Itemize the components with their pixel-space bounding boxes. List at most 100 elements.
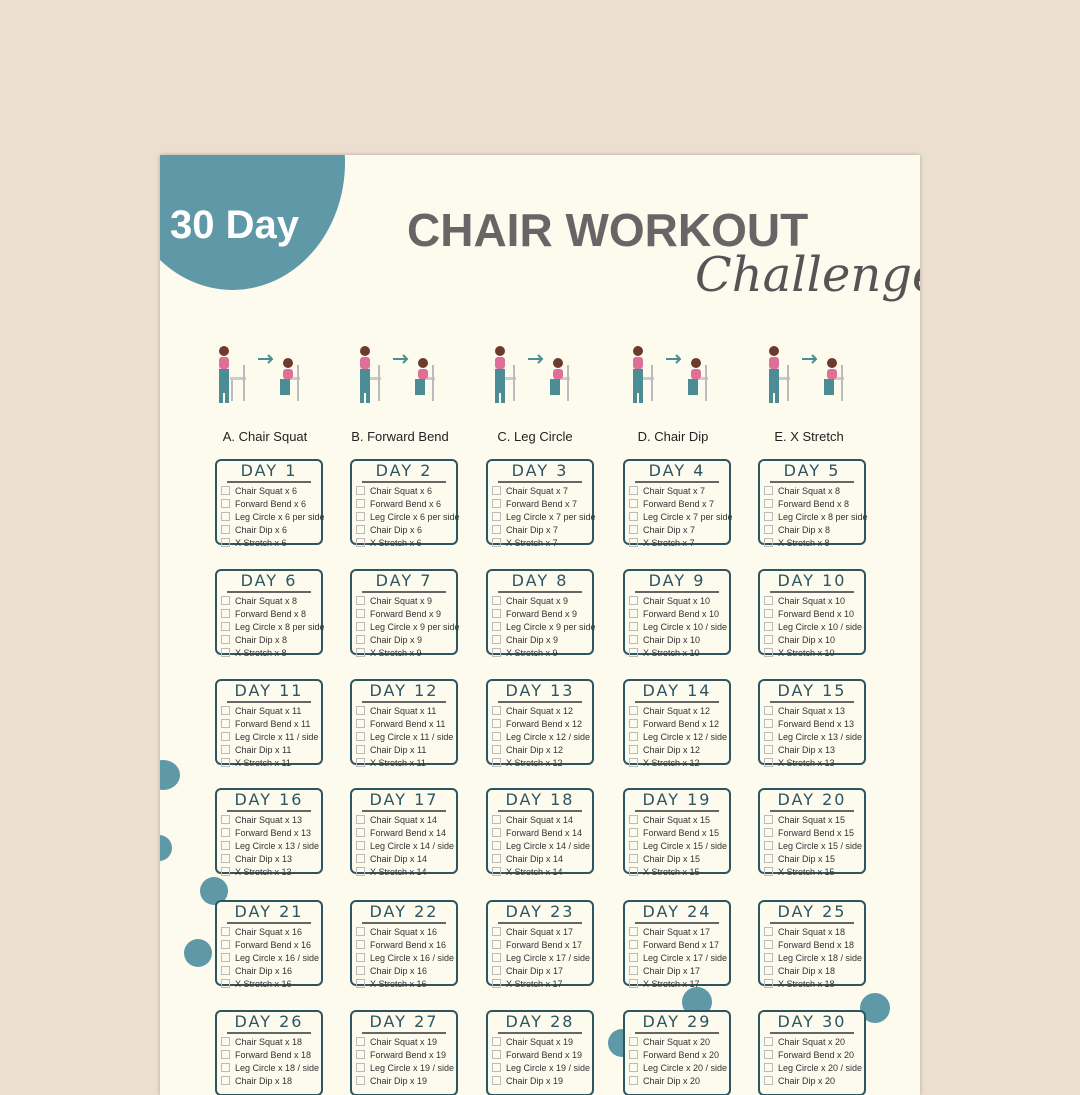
checkbox[interactable]	[221, 953, 230, 962]
checkbox[interactable]	[629, 635, 638, 644]
checklist-item[interactable]: Chair Dip x 13	[760, 744, 864, 757]
checkbox[interactable]	[492, 1076, 501, 1085]
checklist-item[interactable]: Leg Circle x 18 / side	[217, 1062, 321, 1075]
checkbox[interactable]	[629, 867, 638, 876]
checklist-item[interactable]: Chair Dip x 8	[760, 524, 864, 537]
checklist-item[interactable]: Forward Bend x 10	[625, 608, 729, 621]
checklist-item[interactable]: Forward Bend x 15	[625, 827, 729, 840]
checkbox[interactable]	[356, 538, 365, 547]
checklist-item[interactable]: Chair Dip x 16	[352, 965, 456, 978]
checkbox[interactable]	[629, 609, 638, 618]
checkbox[interactable]	[764, 940, 773, 949]
checkbox[interactable]	[629, 1037, 638, 1046]
checklist-item[interactable]: Leg Circle x 13 / side	[217, 840, 321, 853]
checkbox[interactable]	[629, 953, 638, 962]
checklist-item[interactable]: Chair Squat x 17	[488, 926, 592, 939]
checkbox[interactable]	[764, 538, 773, 547]
checklist-item[interactable]: X Stretch x 13	[217, 866, 321, 879]
checklist-item[interactable]: Chair Squat x 6	[352, 485, 456, 498]
checklist-item[interactable]: Forward Bend x 20	[625, 1049, 729, 1062]
checkbox[interactable]	[629, 828, 638, 837]
checkbox[interactable]	[356, 979, 365, 988]
checklist-item[interactable]: Leg Circle x 8 per side	[217, 621, 325, 634]
checkbox[interactable]	[764, 841, 773, 850]
checklist-item[interactable]: Leg Circle x 20 / side	[760, 1062, 864, 1075]
checkbox[interactable]	[356, 854, 365, 863]
checkbox[interactable]	[221, 927, 230, 936]
checkbox[interactable]	[356, 635, 365, 644]
checkbox[interactable]	[629, 940, 638, 949]
checkbox[interactable]	[629, 525, 638, 534]
checklist-item[interactable]: Chair Squat x 11	[217, 705, 321, 718]
checklist-item[interactable]: Forward Bend x 12	[488, 718, 592, 731]
checkbox[interactable]	[492, 758, 501, 767]
checkbox[interactable]	[221, 815, 230, 824]
checkbox[interactable]	[356, 719, 365, 728]
checklist-item[interactable]: Chair Dip x 11	[217, 744, 321, 757]
checkbox[interactable]	[492, 635, 501, 644]
checkbox[interactable]	[221, 512, 230, 521]
checklist-item[interactable]: Chair Dip x 7	[625, 524, 729, 537]
checkbox[interactable]	[629, 486, 638, 495]
checkbox[interactable]	[629, 1063, 638, 1072]
checklist-item[interactable]: Chair Squat x 11	[352, 705, 456, 718]
checkbox[interactable]	[356, 867, 365, 876]
checklist-item[interactable]: Forward Bend x 20	[760, 1049, 864, 1062]
checkbox[interactable]	[492, 953, 501, 962]
checkbox[interactable]	[221, 622, 230, 631]
checkbox[interactable]	[221, 966, 230, 975]
checkbox[interactable]	[356, 1037, 365, 1046]
checklist-item[interactable]: Leg Circle x 17 / side	[488, 952, 592, 965]
checklist-item[interactable]: X Stretch x 8	[217, 647, 321, 660]
checkbox[interactable]	[356, 596, 365, 605]
checkbox[interactable]	[356, 940, 365, 949]
checklist-item[interactable]: X Stretch x 7	[625, 537, 729, 550]
checklist-item[interactable]: Forward Bend x 7	[625, 498, 729, 511]
checkbox[interactable]	[629, 1076, 638, 1085]
checklist-item[interactable]: Forward Bend x 8	[760, 498, 864, 511]
checklist-item[interactable]: X Stretch x 10	[625, 647, 729, 660]
checklist-item[interactable]: X Stretch x 11	[352, 757, 456, 770]
checklist-item[interactable]: Forward Bend x 15	[760, 827, 864, 840]
checkbox[interactable]	[764, 512, 773, 521]
checklist-item[interactable]: Chair Squat x 18	[217, 1036, 321, 1049]
checklist-item[interactable]: Leg Circle x 14 / side	[352, 840, 456, 853]
checklist-item[interactable]: Chair Squat x 10	[760, 595, 864, 608]
checklist-item[interactable]: Chair Squat x 8	[760, 485, 864, 498]
checklist-item[interactable]: Forward Bend x 13	[760, 718, 864, 731]
checklist-item[interactable]: Chair Dip x 13	[217, 853, 321, 866]
checklist-item[interactable]: X Stretch x 15	[625, 866, 729, 879]
checklist-item[interactable]: Forward Bend x 7	[488, 498, 592, 511]
checkbox[interactable]	[221, 538, 230, 547]
checkbox[interactable]	[221, 525, 230, 534]
checkbox[interactable]	[356, 745, 365, 754]
checklist-item[interactable]: Chair Squat x 12	[625, 705, 729, 718]
checkbox[interactable]	[629, 622, 638, 631]
checkbox[interactable]	[221, 758, 230, 767]
checklist-item[interactable]: Leg Circle x 18 / side	[760, 952, 864, 965]
checkbox[interactable]	[356, 828, 365, 837]
checkbox[interactable]	[764, 648, 773, 657]
checkbox[interactable]	[356, 706, 365, 715]
checkbox[interactable]	[356, 953, 365, 962]
checkbox[interactable]	[221, 979, 230, 988]
checklist-item[interactable]: Chair Dip x 19	[488, 1075, 592, 1088]
checklist-item[interactable]: Leg Circle x 7 per side	[625, 511, 733, 524]
checklist-item[interactable]: Chair Dip x 14	[488, 853, 592, 866]
checklist-item[interactable]: Chair Squat x 9	[352, 595, 456, 608]
checkbox[interactable]	[356, 966, 365, 975]
checkbox[interactable]	[356, 815, 365, 824]
checklist-item[interactable]: Chair Squat x 20	[760, 1036, 864, 1049]
checklist-item[interactable]: Chair Dip x 17	[488, 965, 592, 978]
checkbox[interactable]	[356, 1050, 365, 1059]
checkbox[interactable]	[221, 609, 230, 618]
checkbox[interactable]	[221, 1050, 230, 1059]
checklist-item[interactable]: Chair Squat x 16	[352, 926, 456, 939]
checkbox[interactable]	[356, 648, 365, 657]
checklist-item[interactable]: Chair Dip x 10	[760, 634, 864, 647]
checklist-item[interactable]: Forward Bend x 8	[217, 608, 321, 621]
checkbox[interactable]	[492, 486, 501, 495]
checklist-item[interactable]: Leg Circle x 19 / side	[352, 1062, 456, 1075]
checkbox[interactable]	[356, 1063, 365, 1072]
checklist-item[interactable]: Forward Bend x 14	[488, 827, 592, 840]
